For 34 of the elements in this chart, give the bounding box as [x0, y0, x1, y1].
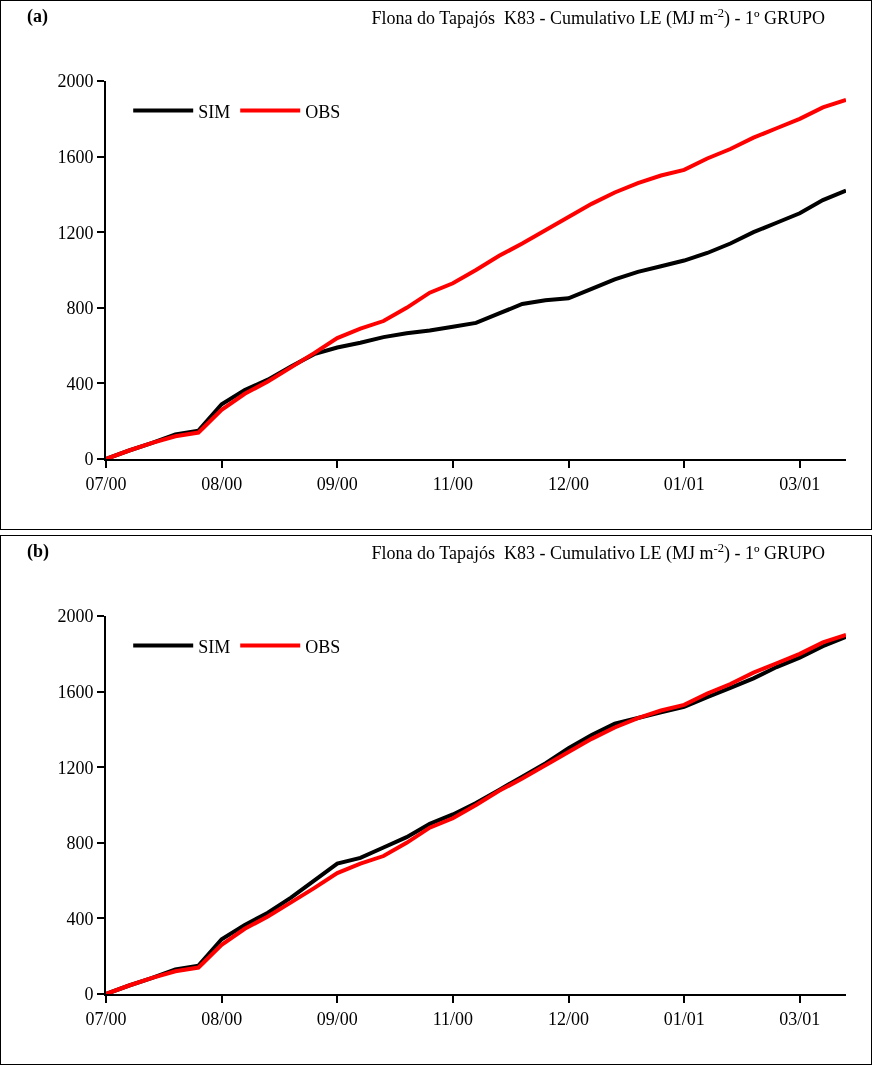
y-tick-label: 2000 [57, 71, 94, 92]
x-tick-label: 11/00 [432, 473, 474, 494]
y-tick-label: 0 [84, 984, 94, 1005]
x-tick-label: 09/00 [316, 473, 358, 494]
y-tick-label: 1200 [57, 757, 94, 778]
x-tick-label: 07/00 [85, 473, 127, 494]
x-tick-label: 08/00 [201, 473, 243, 494]
y-tick-label: 1200 [57, 222, 94, 243]
text: (a) [27, 6, 48, 27]
y-tick-label: 800 [66, 833, 94, 854]
legend-label: OBS [305, 101, 341, 122]
x-tick-label: 01/01 [663, 473, 705, 494]
x-tick-label: 11/00 [432, 1008, 474, 1029]
x-tick-label: 09/00 [316, 1008, 358, 1029]
x-tick-label: 03/01 [779, 1008, 821, 1029]
y-tick-label: 2000 [57, 606, 94, 627]
x-tick-label: 03/01 [779, 473, 821, 494]
y-tick-label: 400 [66, 373, 94, 394]
legend-label: SIM [198, 101, 231, 122]
chart-title: Flona do Tapajós K83 - Cumulativo LE (MJ m$^{-2}$) - 1º GRUPO [371, 5, 826, 30]
y-tick-label: 0 [84, 449, 94, 470]
y-tick-label: 400 [66, 908, 94, 929]
x-tick-label: 12/00 [547, 473, 590, 494]
y-tick-label: 1600 [57, 681, 94, 702]
text: (b) [27, 541, 49, 562]
legend-label: OBS [305, 636, 341, 657]
x-tick-label: 07/00 [85, 1008, 127, 1029]
x-tick-label: 01/01 [663, 1008, 705, 1029]
y-tick-label: 800 [66, 298, 94, 319]
x-tick-label: 08/00 [201, 1008, 243, 1029]
chart-title: Flona do Tapajós K83 - Cumulativo LE (MJ m$^{-2}$) - 1º GRUPO [371, 540, 826, 565]
legend-label: SIM [198, 636, 231, 657]
y-tick-label: 1600 [57, 146, 94, 167]
x-tick-label: 12/00 [547, 1008, 590, 1029]
